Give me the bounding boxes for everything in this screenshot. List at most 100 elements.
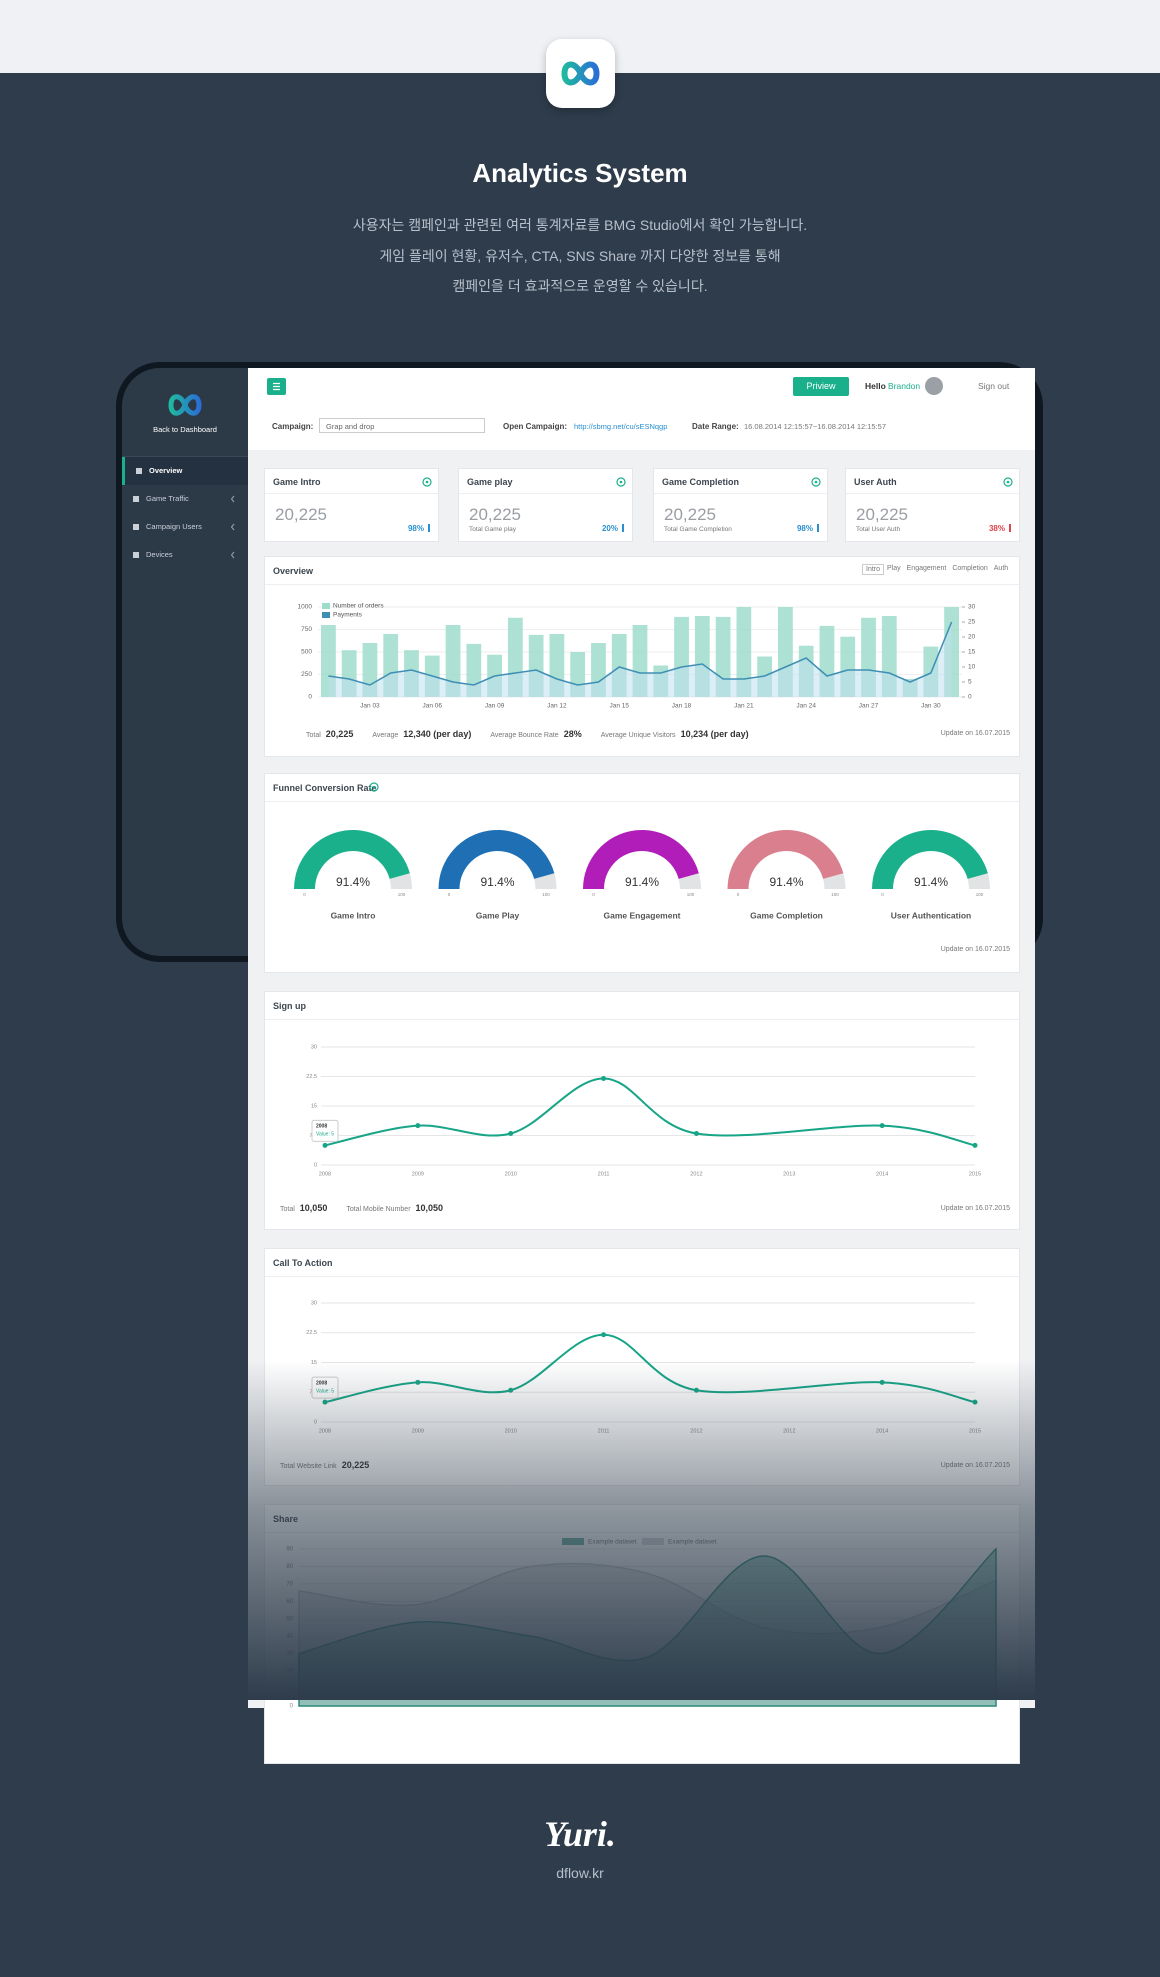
- app-icon: [546, 39, 615, 108]
- stat-caption: Total Game play: [469, 526, 516, 533]
- sidebar: Back to Dashboard Overview Game Traffic Ca…: [122, 368, 248, 956]
- overview-card: Overview: [264, 556, 1020, 757]
- campaign-select[interactable]: Grap and drop: [319, 418, 485, 433]
- tab[interactable]: Auth: [993, 565, 1009, 572]
- tab[interactable]: Engagement: [906, 565, 947, 572]
- card-title: Overview: [273, 566, 314, 576]
- menu: Overview Game Traffic Campaign Users Device…: [122, 456, 248, 597]
- divider: [265, 493, 438, 494]
- help-circle: [369, 782, 379, 792]
- menu-item[interactable]: Devices: [122, 541, 248, 569]
- help-dot: [814, 480, 818, 484]
- update-note: Update on 16.07.2015: [940, 730, 1010, 737]
- menu-label: Devices: [146, 550, 173, 559]
- menu-icon: [133, 524, 139, 530]
- help-dot: [372, 785, 376, 789]
- greeting: Hello: [865, 381, 886, 391]
- menu-icon: [136, 468, 142, 474]
- help-icon: [1003, 477, 1013, 487]
- back-link[interactable]: Back to Dashboard: [153, 425, 217, 434]
- menu-item[interactable]: Campaign Users: [122, 513, 248, 541]
- stat-rate: 98%: [407, 524, 424, 533]
- stat-title: Game Intro: [273, 477, 321, 487]
- avatar[interactable]: [925, 377, 943, 395]
- tab[interactable]: Intro: [862, 564, 885, 575]
- filter-bar: Campaign: Grap and drop Open Campaign: h…: [248, 404, 1035, 450]
- summary-label: Average Unique Visitors: [600, 732, 676, 739]
- stat-caption: Total Game Completion: [664, 526, 732, 533]
- stat-value: 20,225: [275, 505, 327, 524]
- preview-button[interactable]: Priview: [793, 377, 849, 396]
- help-icon: [422, 477, 432, 487]
- help-circle: [422, 477, 432, 487]
- summary: Total 20,225 Average 12,340 (per day) Averag…: [306, 729, 749, 739]
- help-circle: [616, 477, 626, 487]
- chevron: [230, 523, 235, 531]
- menu-icon: [273, 382, 280, 391]
- divider: [459, 493, 632, 494]
- chevron: [230, 495, 235, 503]
- tab[interactable]: Play: [887, 565, 901, 572]
- user-name: Brandon: [888, 381, 921, 391]
- footer-site[interactable]: dflow.kr: [556, 1865, 604, 1881]
- help-icon: [369, 782, 379, 792]
- campaign-link[interactable]: http://sbmg.net/cu/sESNqgp: [574, 422, 668, 431]
- summary-value: 12,340 (per day): [403, 729, 472, 739]
- stat-card: Game Completion 20,225 Total Game Completi…: [653, 468, 828, 542]
- stat-rate: 20%: [601, 524, 618, 533]
- stat-card: Game play 20,225 Total Game play 20%: [458, 468, 633, 542]
- stat-value: 20,225: [469, 505, 521, 524]
- divider: [265, 584, 1019, 585]
- help-dot: [619, 480, 623, 484]
- stat-title: User Auth: [854, 477, 897, 487]
- chevron-path: [230, 523, 235, 531]
- summary-label: Average Bounce Rate: [490, 732, 559, 739]
- divider: [265, 1276, 1019, 1277]
- divider: [654, 493, 827, 494]
- page-title: Analytics System: [472, 158, 688, 188]
- menu-button[interactable]: [267, 378, 286, 395]
- menu-icon: [133, 496, 139, 502]
- summary-value: 28%: [563, 729, 582, 739]
- tab[interactable]: Completion: [952, 565, 988, 572]
- divider: [265, 801, 1019, 802]
- summary-label: Total: [306, 732, 321, 739]
- stat-rate: 38%: [988, 524, 1005, 533]
- funnel-card: Funnel Conversion Rate: [264, 773, 1020, 973]
- help-icon: [616, 477, 626, 487]
- help-circle: [811, 477, 821, 487]
- update-note: Update on 16.07.2015: [940, 946, 1010, 953]
- date-range: 16.08.2014 12:15:57~16.08.2014 12:15:57: [744, 422, 887, 431]
- filter-label: Campaign:: [272, 422, 314, 431]
- menu-label: Campaign Users: [146, 522, 202, 531]
- menu-item[interactable]: Overview: [122, 457, 248, 485]
- menu-icon: [133, 552, 139, 558]
- stat-value: 20,225: [664, 505, 716, 524]
- menu-item[interactable]: Game Traffic: [122, 485, 248, 513]
- card-title: Call To Action: [273, 1258, 333, 1268]
- summary-label: Average: [372, 732, 399, 739]
- tabs: Intro Play Engagement Completion Auth: [862, 564, 1011, 575]
- sign-out[interactable]: Sign out: [978, 381, 1010, 391]
- divider: [265, 1019, 1019, 1020]
- description: 게임 플레이 현황, 유저수, CTA, SNS Share 까지 다양한 정보…: [379, 248, 781, 264]
- app-logo: [561, 61, 600, 86]
- menu-label: Overview: [149, 466, 183, 475]
- rate-arrow: [622, 524, 624, 532]
- help-icon: [811, 477, 821, 487]
- description: 사용자는 캠페인과 관련된 여러 통계자료를 BMG Studio에서 확인 가…: [352, 217, 808, 233]
- sidebar-logo: [168, 394, 202, 416]
- chevron: [230, 551, 235, 559]
- topbar: Priview Hello Brandon Sign out: [248, 368, 1035, 405]
- filter-label: Open Campaign:: [503, 422, 568, 431]
- stat-rate: 98%: [796, 524, 813, 533]
- card-title: Funnel Conversion Rate: [273, 783, 377, 793]
- summary-value: 10,050: [299, 1203, 328, 1213]
- footer-logo: Yuri.: [544, 1814, 616, 1854]
- chevron-path: [230, 495, 235, 503]
- rate-arrow: [1009, 524, 1011, 532]
- stat-title: Game Completion: [662, 477, 740, 487]
- summary-label: Total: [280, 1206, 295, 1213]
- summary-value: 20,225: [325, 729, 354, 739]
